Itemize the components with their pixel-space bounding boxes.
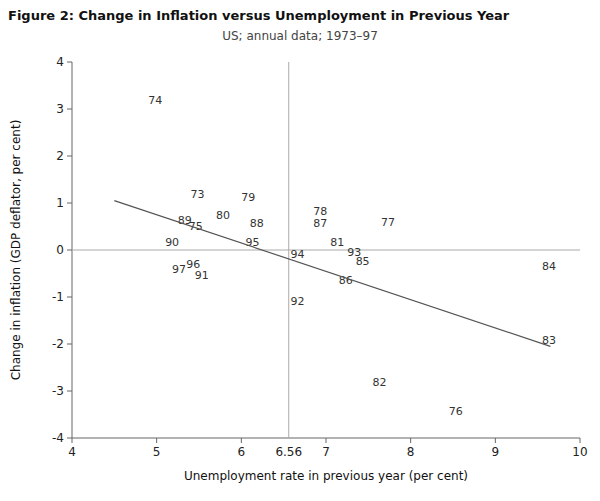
point-label: 82 [373,376,387,389]
y-tick [67,156,72,157]
x-tick [410,438,411,443]
y-tick-label: -1 [52,290,64,304]
y-tick [67,438,72,439]
point-label: 83 [542,334,556,347]
x-tick [495,438,496,443]
y-tick-label: 2 [56,149,64,163]
y-tick-label: -4 [52,431,64,445]
point-label: 92 [290,295,304,308]
x-tick [326,438,327,443]
point-label: 87 [313,217,327,230]
x-tick-label: 6 [238,445,246,459]
subtitle: US; annual data; 1973–97 [222,29,378,43]
x-tick [580,438,581,443]
x-tick-label: 9 [492,445,500,459]
point-label: 90 [165,236,179,249]
axes: 45678910-4-3-2-101234 [52,55,588,459]
y-tick-label: -2 [52,337,64,351]
y-tick [67,203,72,204]
point-label: 94 [290,248,304,261]
reference-line-x [288,62,289,438]
chart: Figure 2: Change in Inflation versus Une… [0,0,600,501]
x-tick [241,438,242,443]
y-tick [67,344,72,345]
y-tick-label: 0 [56,243,64,257]
x-axis-label: Unemployment rate in previous year (per … [184,469,468,483]
reference-line-y [72,250,580,251]
x-tick-label: 10 [572,445,587,459]
x-tick-label: 8 [407,445,415,459]
trendline [114,201,550,347]
point-label: 73 [191,188,205,201]
y-tick-label: 1 [56,196,64,210]
x-tick-label: 4 [68,445,76,459]
y-tick [67,62,72,63]
y-tick-label: -3 [52,384,64,398]
plot-area: 7473798975808890959796917887778193948586… [72,62,580,438]
point-label: 74 [148,94,162,107]
reference-line-label: 6.56 [275,445,302,459]
point-label: 77 [381,216,395,229]
title: Figure 2: Change in Inflation versus Une… [8,8,510,23]
y-tick-label: 4 [56,55,64,69]
y-axis-label: Change in inflation (GDP deflator, per c… [9,120,23,381]
x-tick [156,438,157,443]
x-tick-label: 7 [322,445,330,459]
point-label: 81 [330,236,344,249]
x-tick-label: 5 [153,445,161,459]
point-label: 85 [356,255,370,268]
y-tick [67,250,72,251]
point-label: 80 [216,209,230,222]
x-tick [72,438,73,443]
point-label: 78 [313,205,327,218]
point-label: 84 [542,260,556,273]
y-tick [67,391,72,392]
y-tick [67,297,72,298]
point-label: 88 [250,217,264,230]
point-label: 91 [195,269,209,282]
y-tick [67,109,72,110]
point-label: 76 [449,405,463,418]
point-label: 79 [241,191,255,204]
y-tick-label: 3 [56,102,64,116]
point-label: 97 [172,263,186,276]
